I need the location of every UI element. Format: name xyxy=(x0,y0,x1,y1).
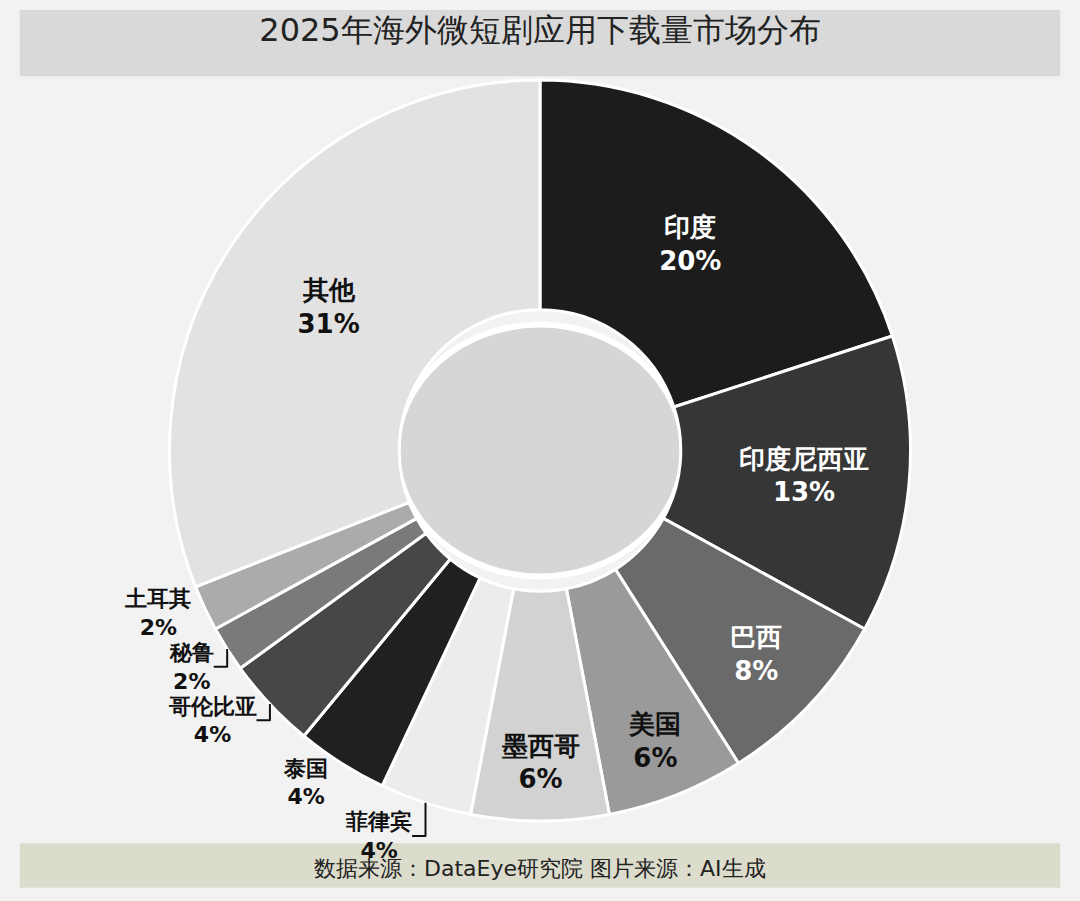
svg-text:泰国4%: 泰国4% xyxy=(283,756,328,810)
svg-text:土耳其2%: 土耳其2% xyxy=(124,586,191,640)
svg-text:2025年海外微短剧应用下载量市场分布: 2025年海外微短剧应用下载量市场分布 xyxy=(259,11,820,49)
svg-text:印度尼西亚13%: 印度尼西亚13% xyxy=(739,444,869,508)
svg-text:印度20%: 印度20% xyxy=(659,212,721,276)
svg-text:美国6%: 美国6% xyxy=(628,709,681,773)
svg-text:巴西8%: 巴西8% xyxy=(730,622,782,686)
svg-text:墨西哥6%: 墨西哥6% xyxy=(501,731,580,795)
svg-text:菲律宾4%: 菲律宾4% xyxy=(345,809,412,863)
svg-text:哥伦比亚4%: 哥伦比亚4% xyxy=(168,694,257,748)
svg-text:数据来源：DataEye研究院 图片来源：AI生成: 数据来源：DataEye研究院 图片来源：AI生成 xyxy=(314,856,766,881)
svg-text:其他31%: 其他31% xyxy=(297,275,359,339)
svg-text:秘鲁2%: 秘鲁2% xyxy=(169,640,214,694)
